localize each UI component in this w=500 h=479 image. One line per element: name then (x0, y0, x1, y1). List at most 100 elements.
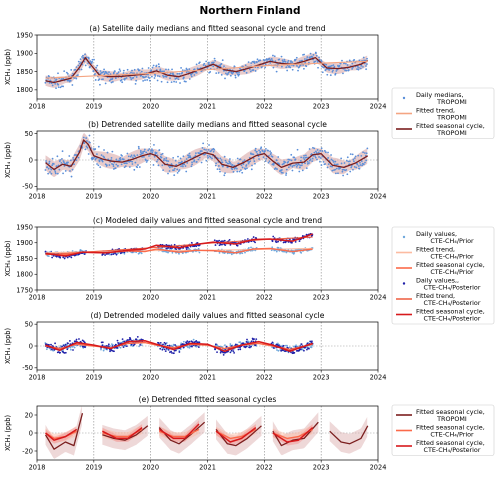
data-point (300, 156, 303, 159)
posterior-data-point (197, 341, 199, 344)
data-point (238, 71, 240, 74)
data-point (130, 78, 133, 81)
data-point (153, 155, 156, 158)
data-point (365, 159, 368, 162)
data-point (89, 65, 91, 68)
data-point (165, 68, 167, 71)
data-point (278, 58, 281, 61)
posterior-data-point (129, 338, 132, 341)
data-point (274, 167, 277, 170)
data-point (259, 150, 262, 153)
data-point (138, 166, 141, 168)
data-point (137, 68, 139, 71)
legend-label-source: CTE-CH₄/Prior (430, 237, 474, 245)
data-point (308, 162, 310, 164)
posterior-data-point (101, 341, 104, 344)
data-point (360, 160, 363, 163)
data-point (181, 163, 184, 166)
legend-label-source: TROPOMI (436, 129, 467, 137)
legend-label: Fitted trend, (416, 246, 455, 254)
posterior-data-point (195, 245, 198, 248)
data-point (148, 148, 151, 150)
y-tick-label: 1800 (16, 271, 33, 279)
legend-label-source: CTE-CH₄/Posterior (424, 299, 481, 307)
data-point (96, 153, 98, 156)
data-point (144, 79, 146, 81)
x-tick-label: 2020 (142, 294, 159, 302)
data-point (151, 148, 153, 151)
data-point (216, 168, 219, 171)
x-tick-label: 2024 (370, 193, 387, 201)
data-point (339, 62, 342, 65)
prior-data-point (224, 344, 226, 347)
prior-data-point (310, 346, 313, 349)
data-point (171, 165, 173, 168)
data-point (48, 160, 51, 163)
prior-data-point (170, 344, 173, 347)
posterior-data-point (140, 338, 143, 341)
data-point (219, 170, 221, 173)
data-point (349, 160, 351, 163)
prior-data-point (275, 250, 278, 253)
data-point (243, 159, 246, 162)
x-tick-label: 2018 (29, 464, 46, 472)
cycle-line (45, 341, 313, 351)
data-point (343, 162, 346, 164)
x-tick-label: 2023 (313, 294, 330, 302)
x-tick-label: 2021 (199, 374, 216, 382)
data-point (190, 75, 193, 78)
data-point (125, 162, 128, 165)
data-point (158, 65, 161, 68)
uncertainty-band (159, 412, 205, 454)
prior-data-point (244, 251, 246, 254)
data-point (106, 151, 109, 154)
data-point (214, 59, 216, 62)
posterior-data-point (161, 348, 164, 351)
posterior-data-point (306, 342, 309, 345)
legend-label: Fitted seasonal cycle, (416, 308, 485, 316)
data-point (224, 77, 226, 80)
data-point (142, 155, 145, 158)
posterior-data-point (162, 343, 164, 346)
data-point (242, 163, 245, 166)
data-point (84, 148, 87, 151)
data-point (74, 68, 77, 71)
data-point (326, 73, 329, 76)
data-point (45, 160, 47, 162)
uncertainty-band (216, 415, 262, 456)
panel-c-ylabel: XCH₄ (ppb) (4, 240, 12, 276)
data-point (331, 165, 333, 168)
data-point (291, 165, 294, 168)
uncertainty-band (329, 416, 368, 454)
data-point (301, 59, 303, 62)
data-point (118, 68, 121, 71)
posterior-data-point (52, 255, 55, 257)
data-point (230, 163, 232, 165)
data-point (111, 150, 114, 153)
data-point (324, 151, 327, 154)
data-point (231, 72, 234, 75)
data-point (311, 157, 314, 160)
data-point (165, 75, 168, 78)
posterior-data-point (121, 338, 124, 341)
x-tick-label: 2023 (313, 374, 330, 382)
legend-label: Fitted trend, (416, 107, 455, 115)
data-point (193, 68, 196, 71)
data-point (103, 156, 106, 159)
y-tick-label: 1950 (16, 31, 33, 39)
data-point (61, 150, 64, 153)
posterior-data-point (78, 338, 80, 340)
posterior-data-point (198, 341, 201, 344)
data-point (177, 170, 180, 173)
data-point (193, 74, 196, 76)
data-point (152, 64, 155, 67)
data-point (111, 81, 114, 83)
data-point (93, 156, 96, 159)
data-point (321, 71, 324, 74)
posterior-data-point (309, 340, 312, 343)
x-tick-label: 2022 (256, 374, 273, 382)
data-point (256, 58, 259, 61)
posterior-data-point (282, 344, 285, 347)
data-point (269, 153, 272, 156)
prior-data-point (71, 250, 74, 252)
